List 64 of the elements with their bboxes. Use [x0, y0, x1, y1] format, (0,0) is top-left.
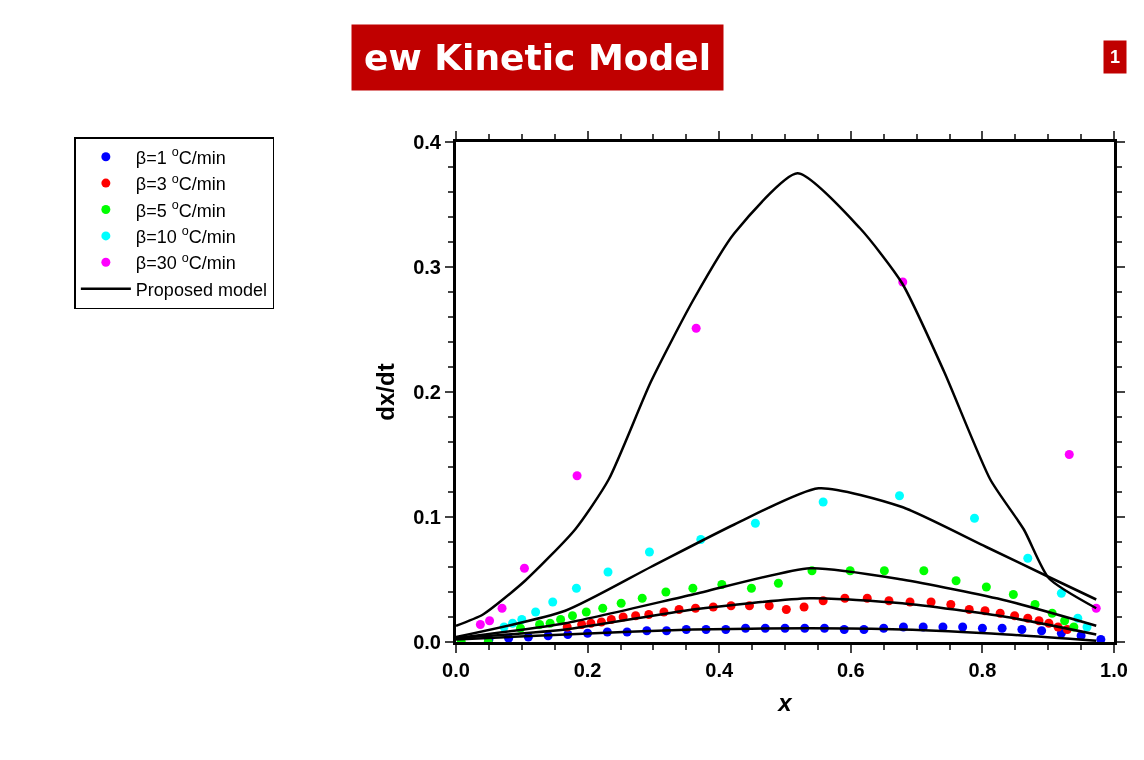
point — [1008, 590, 1018, 599]
x-tick-label: 0.2 — [573, 659, 602, 681]
point — [951, 576, 961, 586]
y-tick-label: 0.4 — [413, 131, 442, 153]
point — [548, 597, 558, 607]
point — [1064, 450, 1074, 459]
point — [688, 583, 698, 593]
point — [531, 607, 541, 617]
chart-title: ew Kinetic Model — [364, 37, 711, 78]
x-tick-label: 0.6 — [836, 659, 865, 681]
x-tick-label: 0.0 — [442, 659, 470, 681]
point — [603, 567, 613, 577]
point — [598, 603, 608, 613]
point — [581, 607, 591, 617]
point — [894, 491, 904, 501]
point — [919, 566, 929, 576]
point — [691, 323, 701, 333]
y-tick-label: 0.1 — [413, 506, 441, 528]
point — [485, 616, 495, 626]
point — [1023, 553, 1033, 563]
legend-label: β=30 $^{o}$C/min — [135, 250, 236, 274]
point — [1017, 625, 1027, 634]
point — [556, 615, 566, 624]
y-axis-title: dx/dt — [372, 363, 400, 421]
point — [997, 623, 1007, 633]
point — [497, 603, 507, 613]
x-tick-label: 0.8 — [968, 659, 997, 681]
point — [1037, 626, 1047, 636]
point — [970, 513, 979, 523]
point — [637, 593, 647, 603]
point — [1096, 635, 1106, 642]
point — [475, 620, 485, 629]
x-axis-title: x — [776, 689, 794, 717]
legend-label: β=5 $^{o}$C/min — [135, 197, 226, 221]
point — [1056, 588, 1066, 598]
point — [781, 605, 791, 614]
x-tick-label: 1.0 — [1100, 659, 1128, 681]
y-tick-label: 0.2 — [413, 381, 441, 403]
point — [773, 578, 783, 588]
x-tick-label: 0.4 — [705, 659, 734, 681]
point — [571, 583, 581, 593]
y-tick-label: 0.0 — [413, 631, 441, 653]
point — [879, 566, 889, 576]
y-tick-label: 0.3 — [413, 256, 441, 278]
point — [572, 471, 582, 481]
point — [977, 623, 987, 633]
point — [567, 611, 577, 621]
point — [818, 497, 828, 507]
text: 1 — [1110, 47, 1121, 67]
point — [750, 518, 760, 528]
legend-label: β=1 $^{o}$C/min — [135, 145, 226, 168]
legend-label: β=10 $^{o}$C/min — [135, 224, 236, 247]
point — [799, 602, 809, 612]
legend-label: β=3 $^{o}$C/min — [135, 171, 226, 195]
point — [946, 600, 956, 609]
legend-label: Proposed model — [135, 279, 267, 300]
point — [661, 587, 671, 597]
point — [746, 583, 756, 593]
point — [764, 601, 774, 611]
point — [616, 598, 626, 608]
point — [519, 563, 529, 573]
point — [958, 622, 968, 632]
point — [981, 582, 991, 592]
point — [644, 547, 654, 557]
